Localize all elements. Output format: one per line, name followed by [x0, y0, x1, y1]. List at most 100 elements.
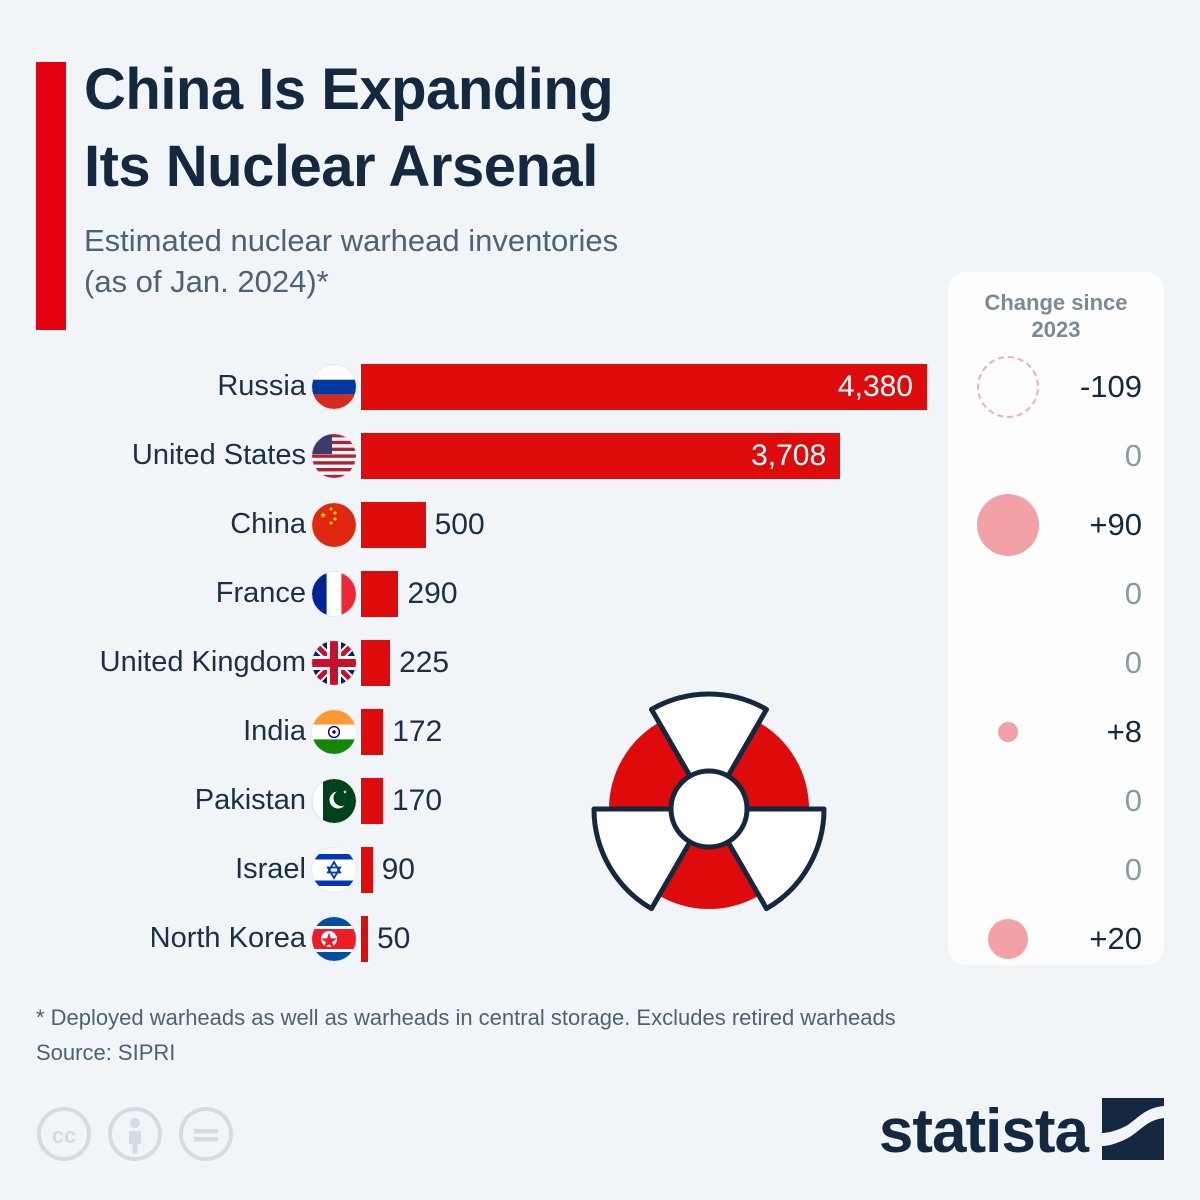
country-label: United States [131, 439, 306, 471]
change-bubble-increase [998, 721, 1018, 742]
title-line-1: China Is Expanding [84, 57, 614, 122]
bar-container: 3,708 [356, 432, 940, 479]
footnote-note: * Deployed warheads as well as warheads … [36, 1005, 896, 1030]
bar-value-label: 172 [392, 714, 443, 748]
change-bubble-increase [977, 493, 1039, 556]
page-subtitle: Estimated nuclear warhead inventories (a… [84, 221, 618, 303]
page-title: China Is Expanding Its Nuclear Arsenal [84, 52, 618, 205]
cc-attribution-icon[interactable] [107, 1106, 163, 1162]
change-value-label: +20 [1089, 920, 1142, 956]
change-row: +20 [948, 904, 1164, 973]
country-label: Pakistan [194, 784, 306, 816]
change-bubble-increase [988, 918, 1028, 959]
creative-commons-icons: cc [36, 1106, 234, 1162]
change-bubble-decrease [977, 355, 1039, 418]
change-value-label: 0 [1124, 782, 1142, 818]
change-row: 0 [948, 559, 1164, 628]
value-bar [361, 915, 368, 962]
flag-india-icon [312, 709, 356, 754]
bar-container: 90 [356, 846, 940, 893]
country-label: United Kingdom [99, 646, 306, 678]
change-row: 0 [948, 628, 1164, 697]
flag-france-icon [312, 571, 356, 616]
change-value-label: 0 [1124, 437, 1142, 473]
value-bar [361, 639, 391, 686]
bar-value-label: 90 [381, 852, 415, 886]
bar-value-label: 4,380 [837, 369, 913, 403]
bar-row: United States 3,708 [0, 421, 940, 490]
statista-mark-icon [1102, 1098, 1164, 1165]
change-row: 0 [948, 835, 1164, 904]
change-row: -109 [948, 352, 1164, 421]
bar-value-label: 290 [407, 576, 458, 610]
bar-row: Israel 90 [0, 835, 940, 904]
change-row: +8 [948, 697, 1164, 766]
change-value-label: -109 [1079, 368, 1142, 404]
value-bar: 4,380 [361, 363, 927, 410]
bar-container: 172 [356, 708, 940, 755]
bar-row: North Korea 50 [0, 904, 940, 973]
bar-row: United Kingdom 225 [0, 628, 940, 697]
value-bar: 3,708 [361, 432, 841, 479]
bar-container: 225 [356, 639, 940, 686]
bar-value-label: 3,708 [751, 438, 827, 472]
bar-value-label: 225 [399, 645, 450, 679]
country-label: France [215, 577, 306, 609]
bar-row: France 290 [0, 559, 940, 628]
change-row: 0 [948, 421, 1164, 490]
change-value-label: +8 [1106, 713, 1142, 749]
bar-row: China 500 [0, 490, 940, 559]
bar-container: 50 [356, 915, 940, 962]
bar-row: Pakistan 170 [0, 766, 940, 835]
subtitle-line-1: Estimated nuclear warhead inventories [84, 223, 619, 259]
country-label: Israel [235, 853, 306, 885]
country-label: China [230, 508, 306, 540]
change-bubble-slot [966, 355, 1050, 418]
footnote-source: Source: SIPRI [36, 1040, 176, 1066]
bar-container: 170 [356, 777, 940, 824]
change-bubble-slot [966, 918, 1050, 959]
change-panel-title: Change since 2023 [948, 272, 1164, 344]
change-value-label: 0 [1124, 575, 1142, 611]
footnote: * Deployed warheads as well as warheads … [36, 1000, 1126, 1070]
cc-icon[interactable]: cc [36, 1106, 92, 1162]
bar-container: 500 [356, 501, 940, 548]
flag-north-korea-icon [312, 916, 356, 961]
cc-no-derivatives-icon[interactable] [178, 1106, 234, 1162]
statista-wordmark: statista [878, 1096, 1089, 1166]
change-panel-title-line-1: Change since [984, 290, 1128, 315]
change-bubble-slot [966, 721, 1050, 742]
subtitle-line-2: (as of Jan. 2024)* [84, 264, 329, 299]
country-label: India [243, 715, 306, 747]
bar-value-label: 50 [377, 921, 411, 955]
flag-russia-icon [312, 364, 356, 409]
bar-value-label: 500 [434, 507, 485, 541]
svg-text:cc: cc [52, 1123, 76, 1148]
flag-pakistan-icon [312, 778, 356, 823]
value-bar [361, 501, 426, 548]
value-bar [361, 846, 373, 893]
red-accent-bar [36, 62, 66, 330]
title-line-2: Its Nuclear Arsenal [84, 133, 598, 199]
statista-logo[interactable]: statista [879, 1098, 1164, 1165]
change-row: 0 [948, 766, 1164, 835]
bar-row: Russia 4,380 [0, 352, 940, 421]
change-bubble-slot [966, 493, 1050, 556]
flag-israel-icon [312, 847, 356, 892]
bar-container: 290 [356, 570, 940, 617]
value-bar [361, 708, 384, 755]
flag-china-icon [312, 502, 356, 547]
change-value-label: +90 [1089, 506, 1142, 542]
country-label: North Korea [149, 922, 306, 954]
change-rows: -109 0 +90 0 0 +8 0 0 +20 [948, 352, 1164, 973]
radiation-symbol-icon [578, 678, 840, 940]
bar-row: India 172 [0, 697, 940, 766]
country-label: Russia [217, 370, 306, 402]
change-value-label: 0 [1124, 851, 1142, 887]
value-bar [361, 570, 399, 617]
bar-container: 4,380 [356, 363, 940, 410]
change-panel: Change since 2023 -109 0 +90 0 0 +8 0 0 +20 [948, 272, 1164, 965]
change-panel-title-line-2: 2023 [1031, 317, 1081, 343]
flag-united-states-icon [312, 433, 356, 478]
change-value-label: 0 [1124, 644, 1142, 680]
